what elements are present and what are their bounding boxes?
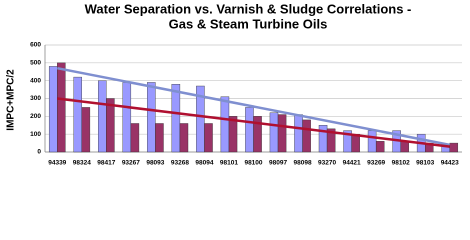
x-tick-label: 94339 bbox=[48, 160, 66, 167]
x-tick-label: 93267 bbox=[122, 160, 140, 167]
bar bbox=[269, 112, 279, 153]
bar bbox=[179, 123, 189, 153]
bar bbox=[228, 116, 238, 153]
bar bbox=[220, 96, 230, 153]
bar bbox=[122, 82, 132, 153]
bar bbox=[98, 80, 107, 153]
x-tick-label: 94421 bbox=[343, 160, 361, 167]
bar bbox=[73, 76, 82, 153]
bar bbox=[48, 66, 58, 153]
y-tick-label: 400 bbox=[30, 77, 41, 84]
bar bbox=[81, 107, 91, 153]
bar bbox=[106, 98, 115, 153]
y-tick-label: 600 bbox=[30, 42, 41, 49]
trendline bbox=[57, 97, 450, 148]
y-tick-label: 100 bbox=[30, 131, 41, 138]
x-tick-label: 98101 bbox=[220, 160, 238, 167]
bar bbox=[367, 130, 377, 153]
chart: Water Separation vs. Varnish & Sludge Co… bbox=[6, 1, 462, 167]
x-tick-label: 93269 bbox=[367, 160, 385, 167]
bar bbox=[204, 123, 213, 153]
x-tick-label: 98098 bbox=[294, 160, 312, 167]
x-tick-label: 93270 bbox=[318, 160, 336, 167]
x-tick-label: 98417 bbox=[97, 160, 115, 167]
x-tick-label: 98093 bbox=[146, 160, 164, 167]
x-tick-label: 98102 bbox=[392, 160, 410, 167]
trendline bbox=[57, 66, 450, 147]
bar bbox=[375, 141, 385, 153]
y-tick-label: 200 bbox=[30, 113, 41, 120]
chart-title: Gas & Steam Turbine Oils bbox=[169, 16, 328, 31]
y-tick-label: 500 bbox=[30, 60, 41, 67]
y-tick-label: 0 bbox=[37, 149, 41, 156]
x-tick-label: 94423 bbox=[441, 160, 459, 167]
bar bbox=[155, 123, 164, 153]
chart-title: Water Separation vs. Varnish & Sludge Co… bbox=[85, 1, 412, 16]
x-tick-label: 98103 bbox=[416, 160, 434, 167]
bar bbox=[171, 84, 181, 153]
x-tick-label: 98100 bbox=[244, 160, 262, 167]
bar bbox=[302, 119, 311, 153]
bar bbox=[351, 133, 360, 153]
bar bbox=[57, 62, 66, 153]
bar bbox=[147, 82, 156, 153]
bar bbox=[326, 128, 336, 153]
x-tick-label: 98097 bbox=[269, 160, 287, 167]
x-tick-label: 98094 bbox=[195, 160, 213, 167]
y-axis-label: IMPC+MPC/2 bbox=[6, 69, 17, 131]
bar bbox=[277, 114, 287, 153]
bar bbox=[130, 123, 140, 153]
bar bbox=[253, 116, 262, 153]
bar bbox=[449, 142, 459, 153]
x-tick-label: 93268 bbox=[171, 160, 189, 167]
bar bbox=[294, 114, 303, 153]
y-tick-label: 300 bbox=[30, 95, 41, 102]
x-tick-label: 98324 bbox=[73, 160, 91, 167]
bar bbox=[318, 125, 328, 153]
bar bbox=[196, 85, 205, 153]
bar bbox=[400, 141, 409, 153]
bar bbox=[245, 107, 254, 153]
